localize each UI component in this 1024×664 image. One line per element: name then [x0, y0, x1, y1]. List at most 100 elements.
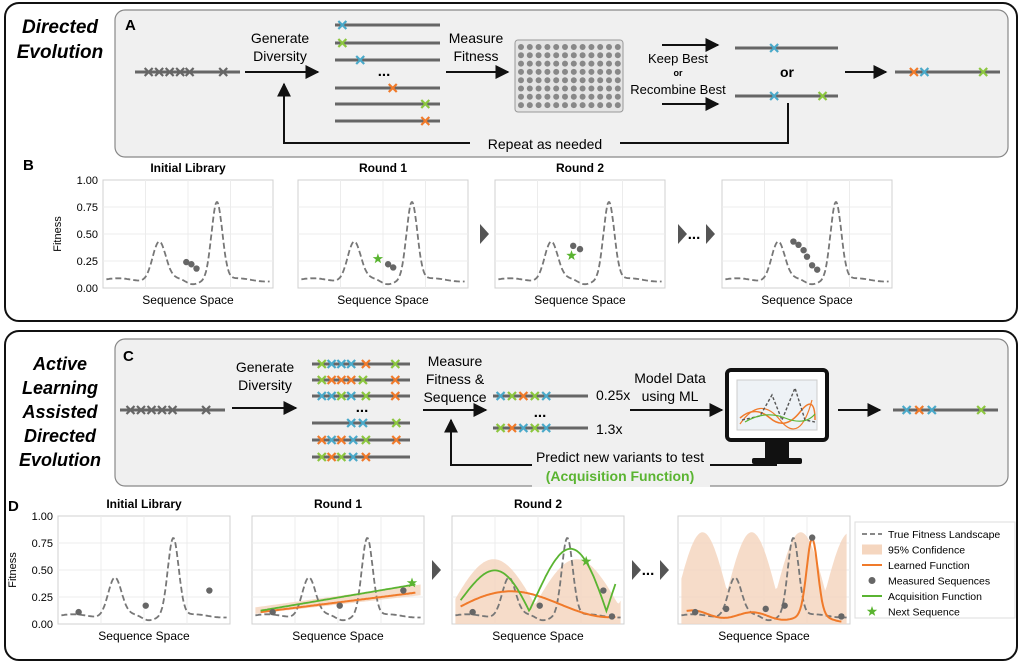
plate-well: [606, 85, 612, 92]
mutation-marker: [336, 375, 347, 385]
chevron-icon: [480, 224, 489, 244]
legend-label: Next Sequence: [888, 607, 960, 619]
mutation-marker: [361, 452, 371, 462]
mutation-marker: [184, 67, 195, 77]
mutation-marker: [769, 91, 779, 101]
repeat-label-bg: [470, 133, 620, 153]
mutation-marker: [390, 375, 401, 385]
plate-well: [579, 60, 586, 67]
measured-point: [576, 245, 584, 253]
plate-well: [606, 93, 612, 100]
true-fitness-line: [255, 537, 421, 622]
plate-well: [535, 44, 542, 50]
plate-well: [526, 68, 533, 75]
plate-well: [544, 102, 551, 109]
mutation-marker: [337, 38, 348, 48]
mutation-marker: [358, 375, 368, 385]
plot-title: Round 2: [514, 497, 562, 511]
mutation-marker: [317, 452, 327, 462]
bottom-title-line5: Evolution: [19, 450, 101, 470]
measured-point: [75, 608, 82, 616]
panel-label-b: B: [23, 157, 34, 174]
mutation-marker: [154, 67, 164, 77]
mutation-marker: [336, 452, 347, 462]
plate-well: [614, 93, 621, 100]
plate-well: [562, 85, 568, 92]
mutation-marker: [337, 20, 348, 30]
mutation-marker: [391, 418, 402, 428]
measured-point: [336, 602, 343, 609]
mutation-marker: [817, 91, 828, 101]
chevron-icon: [706, 224, 715, 244]
plate-well: [553, 77, 560, 84]
or-large-label: or: [780, 64, 795, 80]
true-fitness-line: [498, 201, 662, 286]
measured-point: [570, 242, 577, 250]
plate-well: [518, 77, 524, 84]
learned-function-line: [460, 590, 616, 619]
plate-well: [597, 68, 604, 75]
plate-well: [614, 102, 621, 109]
top-fitness-label: Fitness: [453, 48, 498, 64]
mutation-marker: [901, 405, 912, 415]
confidence-band: [681, 532, 847, 624]
plate-well: [518, 44, 524, 50]
mutation-marker: [218, 67, 228, 77]
measured-point: [384, 261, 392, 268]
mutation-marker: [346, 391, 356, 401]
top-title-line1: Directed: [22, 17, 98, 38]
plot: Sequence Space: [721, 179, 893, 307]
acquisition-function-label: (Acquisition Function): [546, 468, 695, 484]
plate-well: [518, 68, 524, 75]
mutation-marker: [146, 405, 157, 415]
x-axis-label: Sequence Space: [98, 629, 190, 643]
well-plate-icon: [514, 39, 624, 113]
mutation-marker: [495, 391, 506, 401]
top-generate-label: Generate: [251, 30, 310, 46]
plate-well: [588, 68, 595, 75]
mutation-marker: [336, 359, 347, 369]
y-tick-label: 0.75: [77, 202, 98, 214]
bottom-outer-frame: [4, 330, 1018, 661]
plate-well: [535, 77, 542, 84]
mutation-marker: [518, 391, 529, 401]
or-small-label: or: [674, 68, 683, 78]
mutation-marker: [346, 375, 356, 385]
panel-label-d: D: [8, 498, 19, 515]
next-sequence-star: [406, 577, 418, 588]
bottom-measure-label: Measure: [428, 353, 483, 369]
mutation-marker: [326, 452, 337, 462]
predict-label-bg: [532, 447, 710, 487]
plate-well: [570, 93, 577, 100]
measured-point: [206, 587, 213, 594]
plate-well: [526, 102, 533, 109]
top-measure-label: Measure: [449, 30, 504, 46]
bottom-diversity-label: Diversity: [238, 377, 292, 393]
legend-box: [854, 521, 1016, 619]
plate-well: [553, 44, 560, 50]
plate-well: [606, 60, 612, 67]
measured-point: [795, 241, 802, 248]
plate-well: [614, 68, 621, 75]
panel-d-plots: Initial Library Sequence Space 1.00 0.75 0.5…: [7, 497, 851, 643]
plate-well: [606, 77, 612, 84]
mutation-marker: [390, 359, 401, 369]
plate-well: [562, 102, 568, 109]
plate-well: [570, 44, 577, 50]
mutation-marker: [355, 55, 365, 65]
plate-well: [570, 60, 577, 67]
plate-well: [614, 85, 621, 92]
acquisition-function-line: [260, 583, 416, 612]
mutation-marker: [361, 359, 371, 369]
plate-well: [518, 52, 524, 59]
x-axis-label: Sequence Space: [292, 629, 384, 643]
bottom-measured-ellipsis: ...: [534, 404, 547, 421]
plate-well: [597, 44, 604, 50]
mutation-marker: [361, 391, 371, 401]
plate-well: [588, 77, 595, 84]
bottom-title-line1: Active: [32, 354, 87, 374]
panel-label-a: A: [125, 17, 136, 34]
plate-well: [526, 85, 533, 92]
measured-point: [536, 602, 543, 609]
measured-point: [722, 605, 730, 613]
